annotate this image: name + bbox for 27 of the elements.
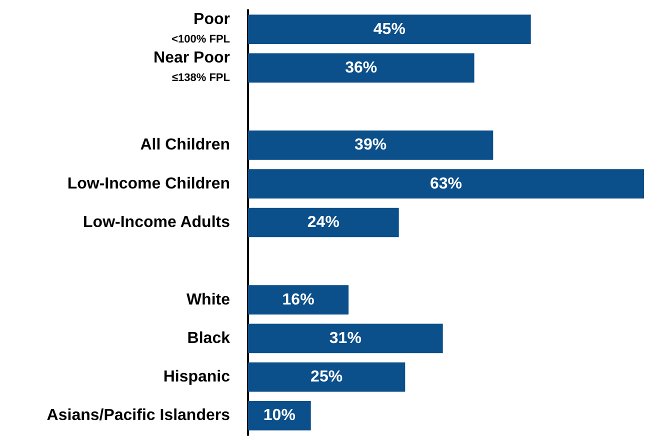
data-label: 16% <box>282 291 314 308</box>
bar <box>248 53 474 83</box>
data-label: 45% <box>373 20 406 38</box>
data-label: 10% <box>263 407 296 424</box>
data-label: 63% <box>430 175 462 192</box>
data-label: 39% <box>354 136 387 154</box>
data-label: 31% <box>329 330 362 347</box>
data-label: 36% <box>345 59 378 76</box>
bar <box>248 401 311 430</box>
y-tick-label: Black <box>187 330 230 347</box>
data-label: 25% <box>310 368 343 386</box>
bar <box>248 285 349 314</box>
bar <box>248 208 399 238</box>
bar <box>248 169 644 199</box>
bar <box>248 324 443 354</box>
bar <box>248 362 406 392</box>
y-tick-label: White <box>186 291 230 308</box>
bar <box>248 130 494 160</box>
data-label: 24% <box>307 214 340 231</box>
y-tick-label: Hispanic <box>163 368 230 386</box>
y-tick-label: All Children <box>140 136 230 154</box>
y-tick-label: Low-Income Children <box>67 175 230 192</box>
bar <box>248 14 531 44</box>
y-tick-label: Low-Income Adults <box>83 214 230 231</box>
y-tick-label: Near Poor ≤138% FPL <box>154 49 230 84</box>
y-tick-label: Poor <100% FPL <box>172 10 230 46</box>
y-tick-label: Asians/Pacific Islanders <box>46 407 230 424</box>
